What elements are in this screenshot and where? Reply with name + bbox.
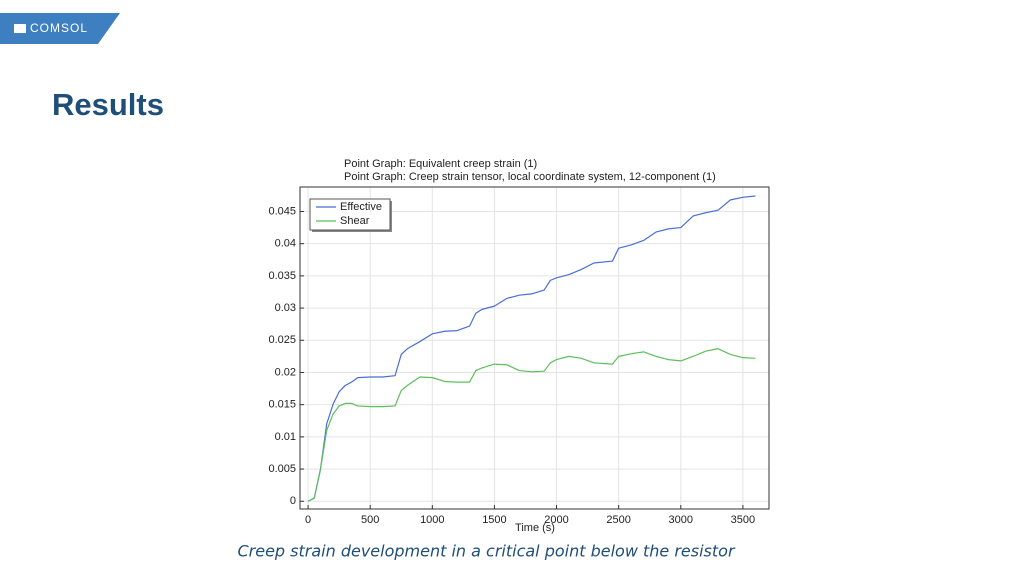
x-tick-label: 2000: [544, 514, 568, 526]
y-tick-label: 0.025: [268, 334, 296, 346]
x-axis-label: Time (s): [515, 522, 555, 534]
chart-title: Point Graph: Equivalent creep strain (1): [344, 158, 537, 170]
legend-label: Effective: [340, 201, 382, 213]
y-tick-label: 0.045: [268, 205, 296, 217]
x-tick-label: 1500: [482, 514, 506, 526]
y-tick-label: 0: [290, 495, 296, 507]
y-tick-label: 0.03: [275, 302, 296, 314]
logo-text: COMSOL: [30, 21, 88, 35]
caption: Creep strain development in a critical p…: [237, 542, 735, 561]
y-tick-label: 0.015: [268, 399, 296, 411]
logo-banner: [0, 13, 120, 44]
y-tick-label: 0.02: [275, 366, 296, 378]
y-tick-label: 0.01: [275, 431, 296, 443]
x-tick-label: 0: [305, 514, 311, 526]
x-tick-label: 3000: [669, 514, 693, 526]
plot-area: [300, 187, 769, 509]
logo-icon: [14, 24, 26, 33]
heading: Results: [52, 87, 164, 122]
x-tick-label: 3500: [731, 514, 755, 526]
legend-box: [309, 198, 391, 231]
y-tick-label: 0.04: [275, 238, 296, 250]
legend-label: Shear: [340, 215, 370, 227]
x-tick-label: 500: [361, 514, 379, 526]
line-series: [307, 348, 756, 502]
x-tick-label: 2500: [606, 514, 630, 526]
line-series: [307, 195, 756, 502]
plot-frame: [299, 186, 770, 510]
chart-subtitle: Point Graph: Creep strain tensor, local …: [344, 171, 716, 183]
y-tick-label: 0.005: [268, 463, 296, 475]
x-tick-label: 1000: [420, 514, 444, 526]
y-tick-label: 0.035: [268, 270, 296, 282]
